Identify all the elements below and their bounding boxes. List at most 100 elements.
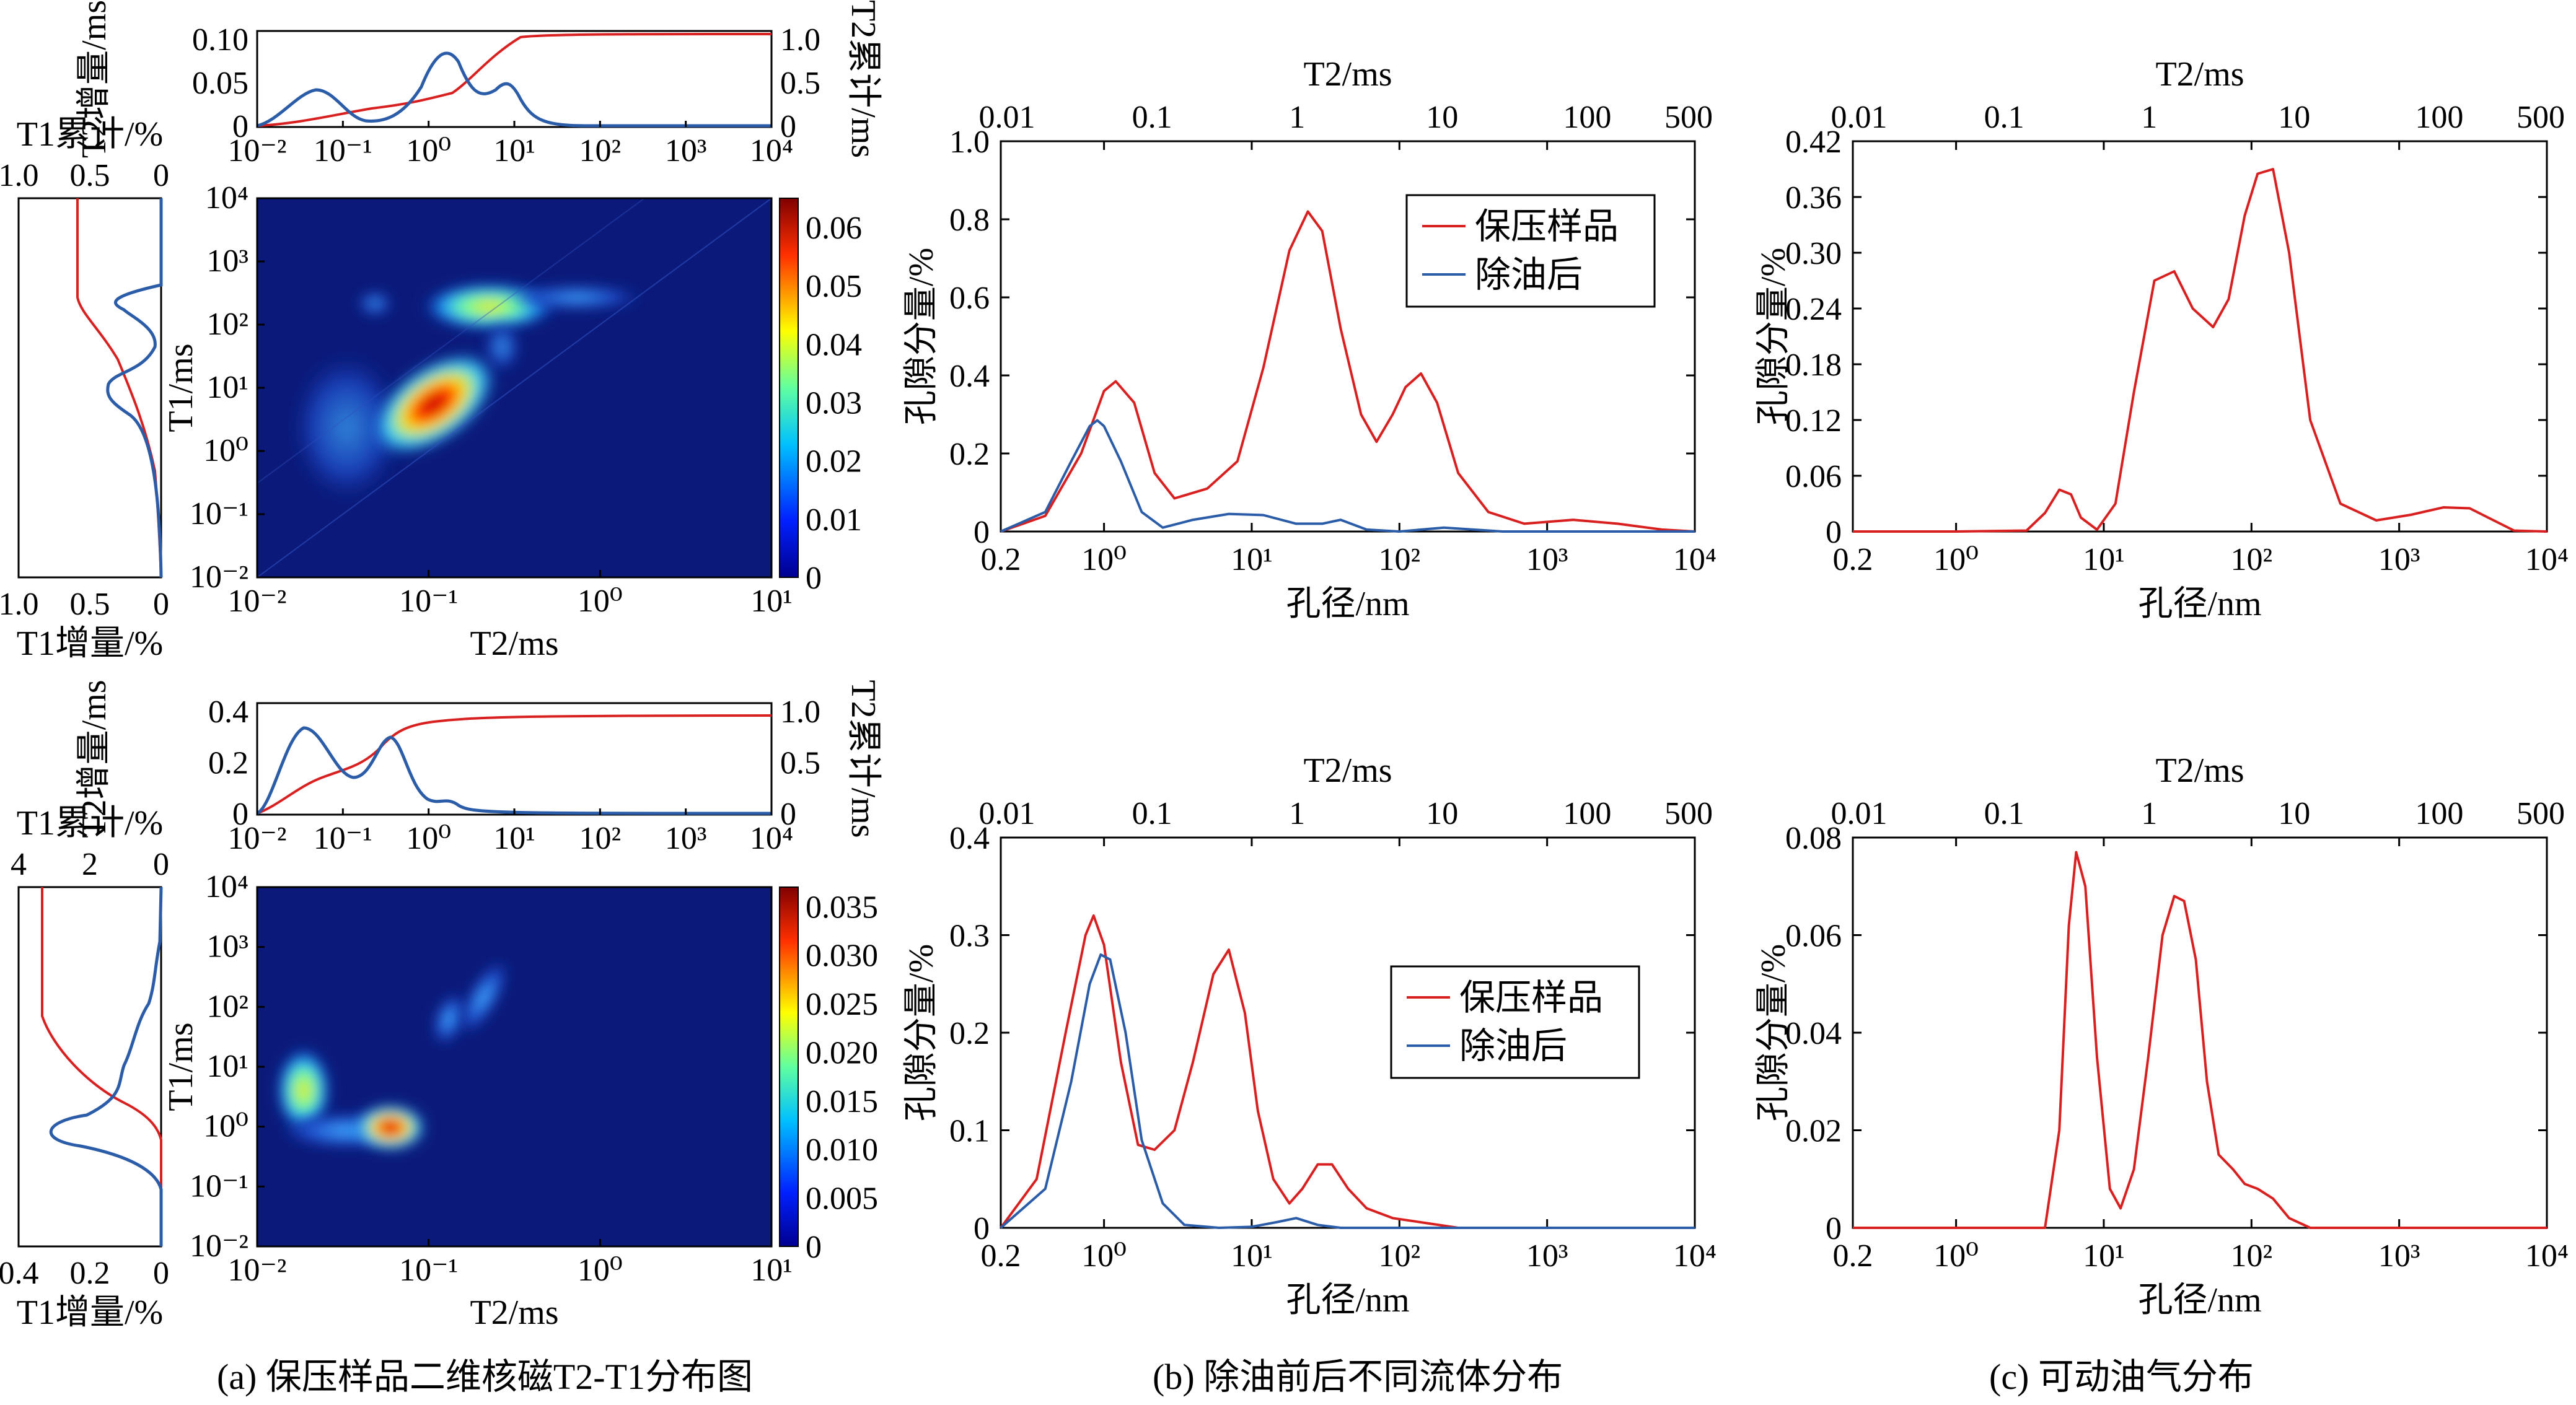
top-tick-label: 0.1 [1984, 100, 2024, 135]
y-tick-label: 0.2 [949, 1016, 990, 1051]
t1-cum-label: T1累计/% [17, 804, 163, 843]
colorbar-tick-label: 0.01 [806, 502, 862, 538]
y-axis-label: 孔隙分量/% [1754, 944, 1793, 1121]
x-tick-label: 0.2 [1833, 1238, 1873, 1274]
x-tick-label: 10² [2231, 1238, 2273, 1274]
colorbar-a-top [779, 198, 799, 578]
colorbar-tick-label: 0.04 [806, 327, 862, 362]
top-x-tick-label: 10¹ [493, 133, 535, 169]
x-tick-label: 10² [1379, 1238, 1421, 1274]
x-axis-label: 孔径/nm [1286, 1281, 1409, 1320]
series-line-red [1853, 168, 2547, 533]
top-x-tick-label: 10⁴ [750, 821, 793, 856]
y-tick-label: 0.08 [1785, 821, 1842, 856]
x-tick-label: 10⁰ [1081, 542, 1127, 577]
legend-entry: 除油后 [1475, 255, 1583, 295]
x-tick-label: 10³ [1526, 1238, 1568, 1274]
colorbar-tick-label: 0.02 [806, 444, 862, 479]
top-tick-label: 1 [2141, 100, 2157, 135]
top-tick-label: 100 [2415, 100, 2463, 135]
side-cum-tick-label: 0 [153, 158, 169, 193]
x-tick-label: 10¹ [2083, 1238, 2125, 1274]
heat-x-tick-label: 10⁻² [227, 1253, 286, 1288]
y-axis-label: 孔隙分量/% [902, 944, 941, 1121]
legend-entry: 保压样品 [1459, 978, 1603, 1018]
heat-y-tick-label: 10³ [206, 929, 248, 965]
colorbar-tick-label: 0.06 [806, 211, 862, 246]
top-x-tick-label: 10⁰ [406, 133, 451, 169]
side-cum-tick-label: 0.5 [70, 158, 110, 193]
legend-box [1390, 965, 1640, 1079]
x-axis-label: 孔径/nm [1286, 585, 1409, 623]
top-y-tick-label: 0.4 [208, 694, 248, 730]
heat-x-tick-label: 10⁰ [578, 1253, 623, 1288]
colorbar-tick-label: 0.010 [806, 1132, 878, 1168]
side-incr-tick-label: 0.2 [70, 1256, 110, 1291]
top-tick-label: 0.1 [1984, 796, 2024, 831]
colorbar-tick-label: 0.005 [806, 1181, 878, 1217]
top-tick-label: 1 [1289, 796, 1305, 831]
top-cum-tick-label: 0 [780, 797, 796, 832]
x-tick-label: 10¹ [2083, 542, 2125, 577]
top-x-tick-label: 10⁰ [406, 821, 451, 856]
x-tick-label: 10² [2231, 542, 2273, 577]
top-x-tick-label: 10⁻² [227, 821, 286, 856]
colorbar-tick-label: 0 [806, 561, 822, 596]
top-tick-label: 0.01 [1831, 100, 1888, 135]
top-y-tick-label: 0 [232, 797, 248, 832]
x-tick-label: 10¹ [1231, 1238, 1273, 1274]
colorbar-tick-label: 0.025 [806, 987, 878, 1022]
colorbar-tick-label: 0.015 [806, 1084, 878, 1119]
y-tick-label: 0.18 [1785, 348, 1842, 383]
y-tick-label: 0.36 [1785, 180, 1842, 216]
y-tick-label: 0.8 [949, 203, 990, 238]
plot-frame-b-top [1000, 140, 1696, 533]
x-tick-label: 10³ [2378, 1238, 2420, 1274]
t2-cum-label: T2累计/ms [844, 680, 882, 838]
x-tick-label: 10⁴ [2525, 1238, 2569, 1274]
side-incr-tick-label: 0.4 [0, 1256, 39, 1291]
heat-y-tick-label: 10² [206, 307, 248, 342]
side-cum-tick-label: 2 [82, 847, 98, 882]
t1-incr-label: T1增量/% [17, 624, 163, 663]
side-cum-tick-label: 0 [153, 847, 169, 882]
heat-x-tick-label: 10⁻¹ [399, 1253, 458, 1288]
top-tick-label: 10 [1426, 796, 1458, 831]
plot-frame-c-top [1852, 140, 2548, 533]
top-y-tick-label: 0.2 [208, 746, 248, 781]
colorbar-tick-label: 0.05 [806, 269, 862, 304]
x-tick-label: 10³ [1526, 542, 1568, 577]
heat-y-tick-label: 10¹ [206, 370, 248, 405]
top-tick-label: 100 [1563, 100, 1611, 135]
caption-a: (a) 保压样品二维核磁T2-T1分布图 [217, 1357, 754, 1397]
heat-x-tick-label: 10⁻¹ [399, 584, 458, 619]
top-cum-tick-label: 1.0 [780, 694, 820, 730]
colorbar-tick-label: 0.035 [806, 890, 878, 925]
heat-y-tick-label: 10¹ [206, 1049, 248, 1084]
y-tick-label: 0.6 [949, 281, 990, 316]
top-y-tick-label: 0.05 [192, 66, 248, 101]
y-tick-label: 0.42 [1785, 125, 1842, 160]
y-tick-label: 0.12 [1785, 403, 1842, 439]
top-x-tick-label: 10⁻¹ [314, 133, 372, 169]
y-tick-label: 0.4 [949, 359, 990, 394]
heat-y-tick-label: 10² [206, 989, 248, 1024]
top-tick-label: 0.01 [1831, 796, 1888, 831]
colorbar-tick-label: 0.030 [806, 939, 878, 974]
top-tick-label: 0.01 [979, 796, 1035, 831]
top-tick-label: 0.01 [979, 100, 1035, 135]
top-tick-label: 1 [1289, 100, 1305, 135]
heat-y-tick-label: 10⁻¹ [190, 1168, 248, 1204]
top-cum-tick-label: 0 [780, 109, 796, 144]
top-cum-tick-label: 0.5 [780, 746, 820, 781]
top-tick-label: 0.1 [1132, 100, 1172, 135]
heat-x-tick-label: 10¹ [750, 584, 793, 619]
colorbar-tick-label: 0 [806, 1230, 822, 1265]
side-cum-tick-label: 4 [11, 847, 27, 882]
y-tick-label: 0 [1826, 1211, 1842, 1246]
top-x-tick-label: 10² [579, 133, 622, 169]
top-tick-label: 10 [2278, 796, 2310, 831]
heat-y-tick-label: 10³ [206, 243, 248, 279]
x-tick-label: 10⁴ [1673, 542, 1717, 577]
colorbar-a-bottom [779, 886, 799, 1247]
